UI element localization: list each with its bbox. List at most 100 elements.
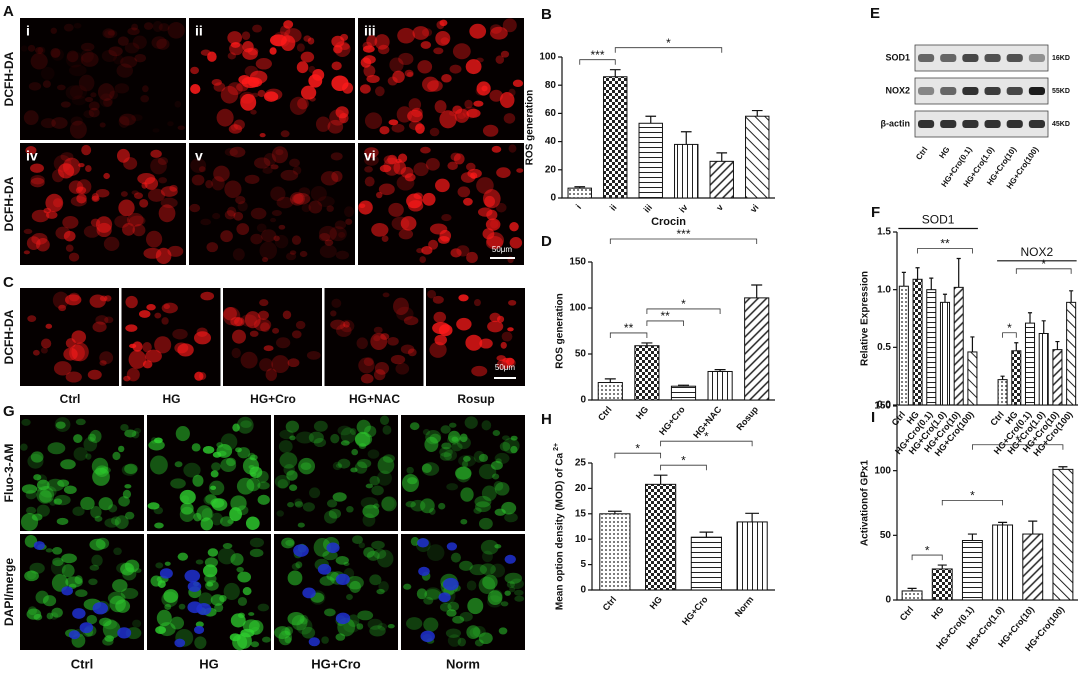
cell <box>469 564 488 576</box>
cell <box>398 52 414 66</box>
cell <box>487 320 504 333</box>
cell <box>92 321 107 333</box>
cell <box>490 26 508 40</box>
cell <box>486 209 498 221</box>
cell <box>377 549 394 568</box>
scale-bar-label: 50μm <box>495 363 516 372</box>
cell <box>406 71 414 78</box>
y-tick-label: 0.5 <box>877 342 891 353</box>
error-bar <box>678 384 689 387</box>
cell <box>495 458 502 464</box>
cell <box>406 466 414 474</box>
nucleus <box>72 608 86 619</box>
cell <box>364 425 377 438</box>
cell <box>42 80 51 88</box>
protein-label: NOX2 <box>885 85 910 95</box>
cell <box>447 601 460 612</box>
micrograph <box>223 288 322 386</box>
cell <box>356 337 368 350</box>
cell <box>223 306 237 321</box>
cell <box>150 455 168 475</box>
cell <box>227 52 237 60</box>
cell <box>122 489 132 499</box>
cell <box>387 154 398 165</box>
cell <box>466 580 477 591</box>
cell <box>420 146 431 154</box>
cell <box>373 369 386 381</box>
cell <box>61 564 75 578</box>
x-tick-label: iv <box>677 202 689 214</box>
cell <box>366 35 378 47</box>
cell <box>409 422 420 431</box>
cell <box>259 241 278 260</box>
cell <box>424 436 439 453</box>
cell <box>514 589 524 596</box>
cell <box>504 512 518 523</box>
cell <box>56 517 69 525</box>
cell <box>63 347 78 361</box>
cell <box>332 461 342 471</box>
cell <box>227 519 235 525</box>
nucleus <box>61 586 73 596</box>
cell <box>160 186 178 197</box>
cell <box>262 167 273 174</box>
cell <box>509 237 523 249</box>
row-label: Fluo-3-AM <box>2 444 16 503</box>
cell <box>248 612 255 616</box>
cell <box>190 158 207 173</box>
cell <box>133 192 144 199</box>
cell <box>167 121 174 127</box>
cell <box>244 77 253 84</box>
cell <box>262 636 271 643</box>
cell <box>303 35 312 42</box>
y-tick-label: 60 <box>545 108 557 119</box>
significance-label: * <box>635 441 640 455</box>
cell <box>183 462 201 478</box>
cell <box>58 163 75 179</box>
y-tick-label: 50 <box>880 530 892 541</box>
cell <box>345 218 353 225</box>
blot-strip <box>914 110 1049 138</box>
cell <box>319 576 335 586</box>
cell <box>369 475 380 486</box>
nucleus <box>308 637 320 647</box>
cell <box>329 226 347 242</box>
cell <box>306 351 321 360</box>
cell <box>259 358 273 372</box>
cell <box>496 355 506 362</box>
cell <box>257 89 266 98</box>
cell <box>451 442 463 452</box>
cell <box>145 230 163 248</box>
cell <box>440 37 450 45</box>
cell <box>412 26 430 40</box>
cell <box>104 29 118 39</box>
cell <box>331 298 342 308</box>
row-label: DCFH-DA <box>2 309 16 364</box>
cell <box>293 193 311 205</box>
cell <box>310 186 327 202</box>
nucleus <box>335 612 351 625</box>
cell <box>469 627 482 638</box>
cell <box>298 187 311 197</box>
cell <box>338 231 346 238</box>
significance-label: * <box>704 429 709 443</box>
nucleus <box>420 630 435 643</box>
cell <box>289 96 308 115</box>
cell <box>357 458 372 469</box>
cell <box>96 222 112 238</box>
micrograph <box>189 143 355 265</box>
cell <box>30 52 48 70</box>
cell <box>147 188 165 202</box>
cell <box>43 207 52 214</box>
cell <box>120 423 129 432</box>
cell <box>352 535 363 544</box>
cell <box>250 109 257 115</box>
cell <box>335 556 349 565</box>
cell <box>460 487 474 502</box>
cell <box>154 312 162 319</box>
cell <box>233 119 245 130</box>
cell <box>333 45 343 54</box>
cell <box>142 85 149 93</box>
cell <box>258 310 269 320</box>
cell <box>219 595 227 603</box>
